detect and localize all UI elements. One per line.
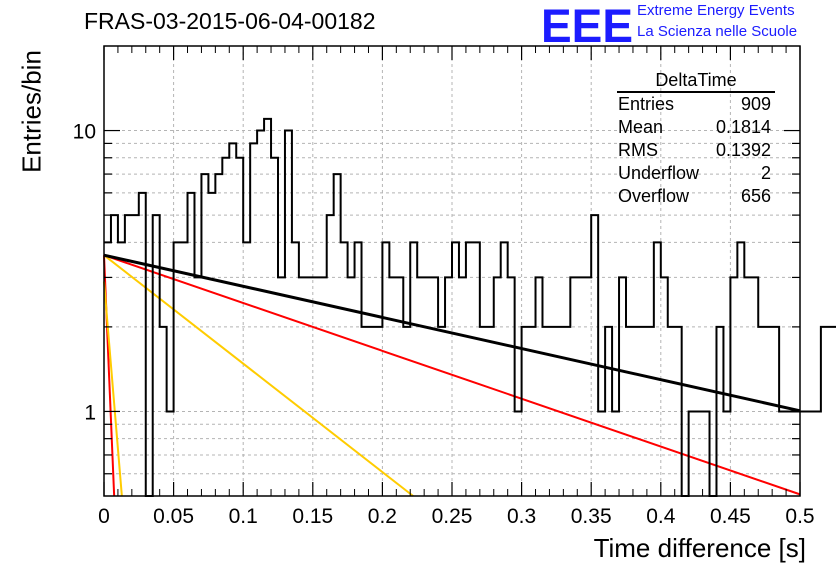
logo-line-2: La Scienza nelle Scuole — [637, 23, 798, 40]
stats-value: 2 — [760, 163, 771, 183]
stats-row: Entries 909 — [611, 93, 781, 116]
histogram-outline — [104, 117, 836, 497]
fit-curve-2 — [103, 254, 414, 497]
axes: 0 0.05 0.1 0.15 0.2 0.25 0.3 0.35 0.4 0.45 0.5 1 10 — [73, 46, 815, 528]
stats-label: Entries — [618, 94, 675, 114]
stats-label: RMS — [618, 140, 658, 160]
stats-row: Overflow 656 — [611, 185, 781, 208]
stats-row: Underflow 2 — [611, 162, 781, 185]
chart-title: FRAS-03-2015-06-04-00182 — [84, 8, 376, 34]
stats-label: Overflow — [618, 186, 690, 206]
fit-curve-1 — [103, 281, 123, 497]
stats-label: Underflow — [618, 163, 700, 183]
eee-logo: EEE — [541, 2, 633, 46]
x-tick-label: 0.1 — [229, 505, 258, 528]
stats-box: DeltaTime Entries 909 Mean 0.1814 RMS 0.139… — [611, 70, 781, 208]
fit-curve-4 — [103, 253, 801, 413]
x-tick-label: 0.15 — [292, 505, 333, 528]
stats-value: 0.1392 — [715, 140, 771, 160]
svg-text:EEE: EEE — [541, 2, 633, 46]
x-tick-label: 0.5 — [785, 505, 814, 528]
x-tick-label: 0 — [98, 505, 110, 528]
stats-title: DeltaTime — [617, 70, 775, 93]
x-tick-label: 0.05 — [153, 505, 194, 528]
y-tick-label: 10 — [73, 121, 96, 144]
x-tick-label: 0.4 — [646, 505, 676, 528]
logo-line-1: Extreme Energy Events — [637, 2, 795, 19]
stats-value: 0.1814 — [715, 117, 771, 137]
x-tick-label: 0.25 — [432, 505, 473, 528]
stats-value: 909 — [740, 94, 771, 114]
x-tick-label: 0.3 — [507, 505, 536, 528]
stats-value: 656 — [740, 186, 771, 206]
x-tick-label: 0.2 — [368, 505, 397, 528]
stats-row: RMS 0.1392 — [611, 139, 781, 162]
x-tick-label: 0.35 — [571, 505, 612, 528]
x-axis-label: Time difference [s] — [593, 533, 806, 563]
stats-row: Mean 0.1814 — [611, 116, 781, 139]
stats-label: Mean — [618, 117, 664, 137]
y-axis-label: Entries/bin — [16, 50, 47, 173]
fit-curves — [103, 253, 801, 497]
x-tick-label: 0.45 — [710, 505, 751, 528]
histogram — [104, 117, 836, 497]
y-tick-label: 1 — [84, 401, 96, 424]
fit-curve-3 — [103, 254, 801, 496]
